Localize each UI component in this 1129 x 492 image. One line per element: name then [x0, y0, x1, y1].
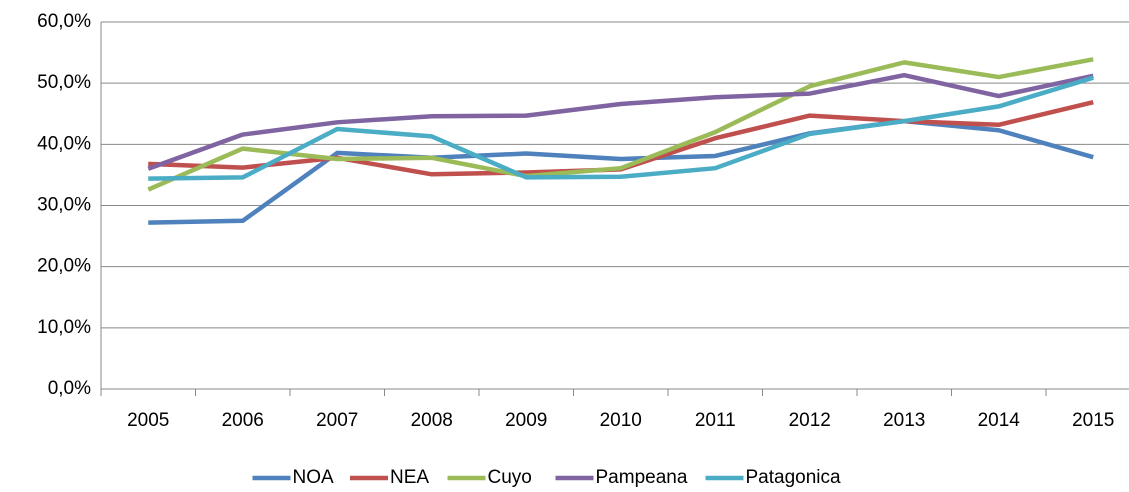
- x-tick-label: 2013: [883, 410, 925, 431]
- x-tick-label: 2007: [316, 410, 358, 431]
- y-tick-label: 50,0%: [37, 72, 91, 93]
- y-tick-label: 20,0%: [37, 256, 91, 277]
- y-tick-label: 10,0%: [37, 317, 91, 338]
- x-tick-label: 2010: [600, 410, 642, 431]
- legend-label: Patagonica: [746, 467, 842, 488]
- series-line: [147, 57, 1094, 192]
- x-tick-label: 2006: [222, 410, 264, 431]
- legend-label: NEA: [390, 467, 429, 488]
- x-tick-label: 2005: [127, 410, 169, 431]
- series-line: [148, 75, 1094, 181]
- series-line: [147, 72, 1094, 171]
- y-tick-label: 30,0%: [37, 195, 91, 216]
- legend-label: NOA: [293, 467, 335, 488]
- y-tick-label: 60,0%: [37, 11, 91, 32]
- legend-label: Cuyo: [488, 467, 532, 488]
- x-tick-label: 2009: [505, 410, 547, 431]
- y-tick-label: 0,0%: [48, 378, 91, 399]
- y-tick-label: 40,0%: [37, 133, 91, 154]
- x-tick-label: 2008: [411, 410, 453, 431]
- x-tick-label: 2014: [978, 410, 1021, 431]
- x-tick-label: 2015: [1072, 410, 1114, 431]
- x-tick-label: 2012: [789, 410, 831, 431]
- legend-label: Pampeana: [596, 467, 688, 488]
- x-tick-label: 2011: [695, 410, 736, 431]
- series-line: [148, 118, 1094, 225]
